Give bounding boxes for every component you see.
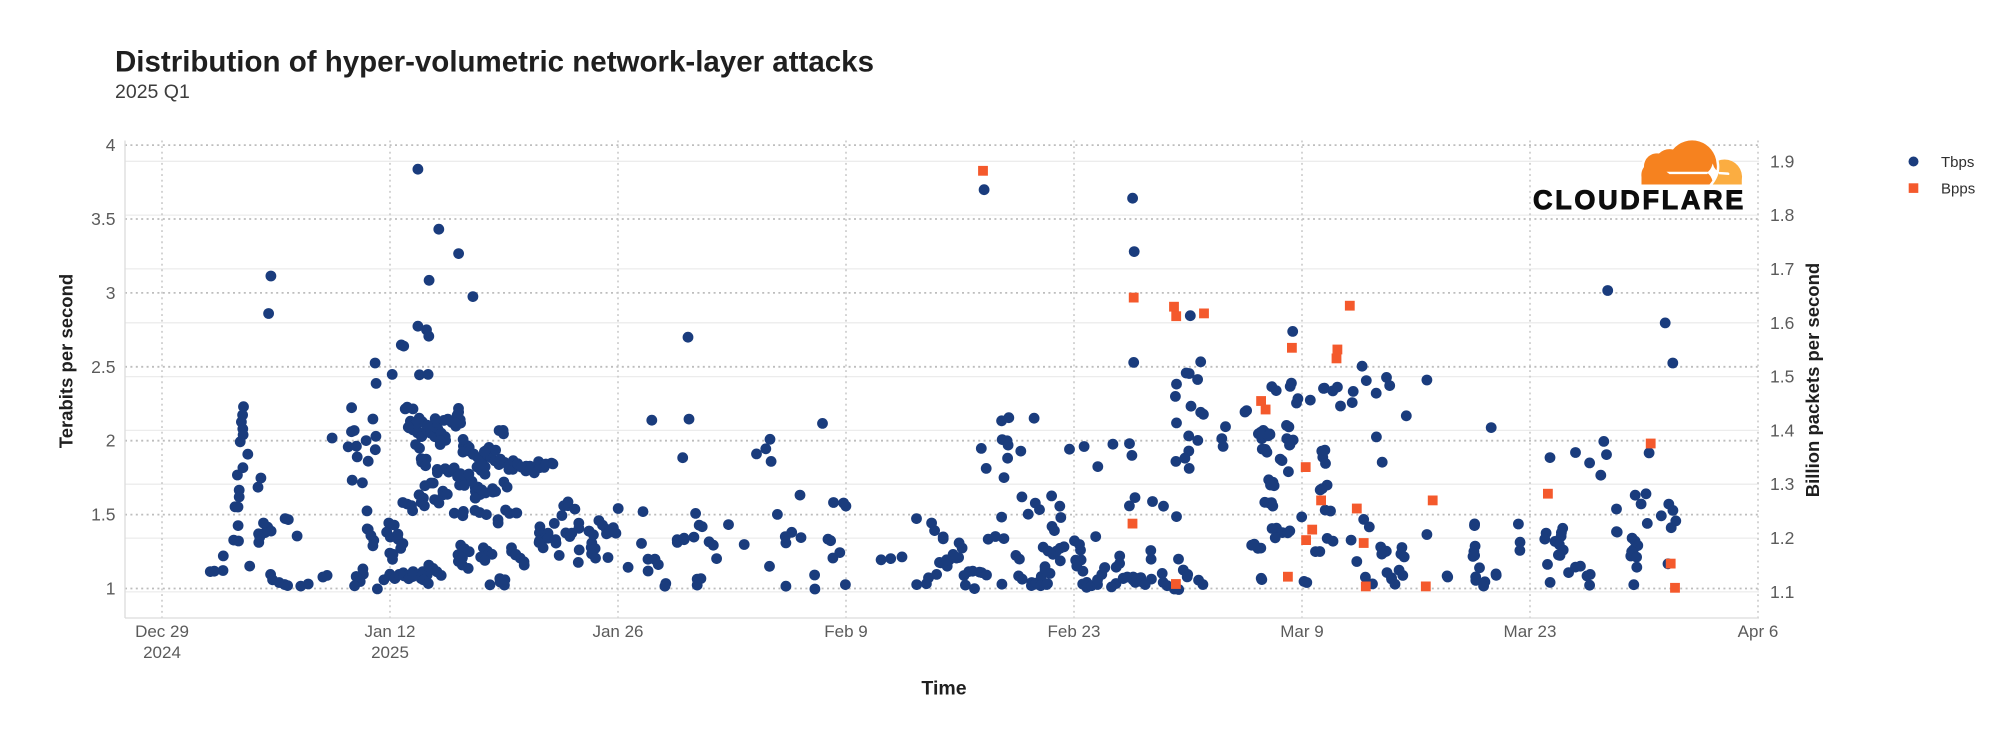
svg-text:Terabits per second: Terabits per second — [56, 274, 77, 448]
svg-text:CLOUDFLARE: CLOUDFLARE — [1533, 185, 1746, 215]
svg-text:2024: 2024 — [143, 643, 181, 662]
svg-text:1.3: 1.3 — [1770, 474, 1794, 494]
svg-text:Jan 12: Jan 12 — [364, 622, 415, 641]
svg-text:Billion packets per second: Billion packets per second — [1802, 263, 1823, 497]
svg-text:Apr 6: Apr 6 — [1738, 622, 1779, 641]
svg-text:Time: Time — [921, 678, 966, 700]
svg-text:1.5: 1.5 — [91, 505, 115, 525]
svg-text:2.5: 2.5 — [91, 357, 115, 377]
svg-text:1.5: 1.5 — [1770, 367, 1794, 387]
svg-text:1.1: 1.1 — [1770, 582, 1794, 602]
svg-text:1.9: 1.9 — [1770, 151, 1794, 171]
svg-text:Dec 29: Dec 29 — [135, 622, 189, 641]
svg-text:2: 2 — [106, 431, 116, 451]
svg-text:1: 1 — [106, 579, 116, 599]
svg-text:2025 Q1: 2025 Q1 — [115, 81, 190, 103]
svg-text:1.6: 1.6 — [1770, 313, 1794, 333]
svg-text:1.2: 1.2 — [1770, 528, 1794, 548]
svg-text:4: 4 — [106, 135, 116, 155]
svg-text:Mar 9: Mar 9 — [1280, 622, 1323, 641]
svg-text:Tbps: Tbps — [1941, 154, 1974, 171]
svg-text:3.5: 3.5 — [91, 209, 115, 229]
svg-text:Mar 23: Mar 23 — [1504, 622, 1557, 641]
svg-text:Distribution of hyper-volumetr: Distribution of hyper-volumetric network… — [115, 46, 874, 79]
svg-text:Jan 26: Jan 26 — [592, 622, 643, 641]
svg-text:1.7: 1.7 — [1770, 259, 1794, 279]
svg-text:Bpps: Bpps — [1941, 181, 1975, 198]
svg-text:1.4: 1.4 — [1770, 420, 1795, 440]
svg-text:Feb 23: Feb 23 — [1048, 622, 1101, 641]
svg-text:3: 3 — [106, 283, 116, 303]
svg-text:Feb 9: Feb 9 — [824, 622, 867, 641]
svg-text:1.8: 1.8 — [1770, 205, 1794, 225]
svg-text:2025: 2025 — [371, 643, 409, 662]
